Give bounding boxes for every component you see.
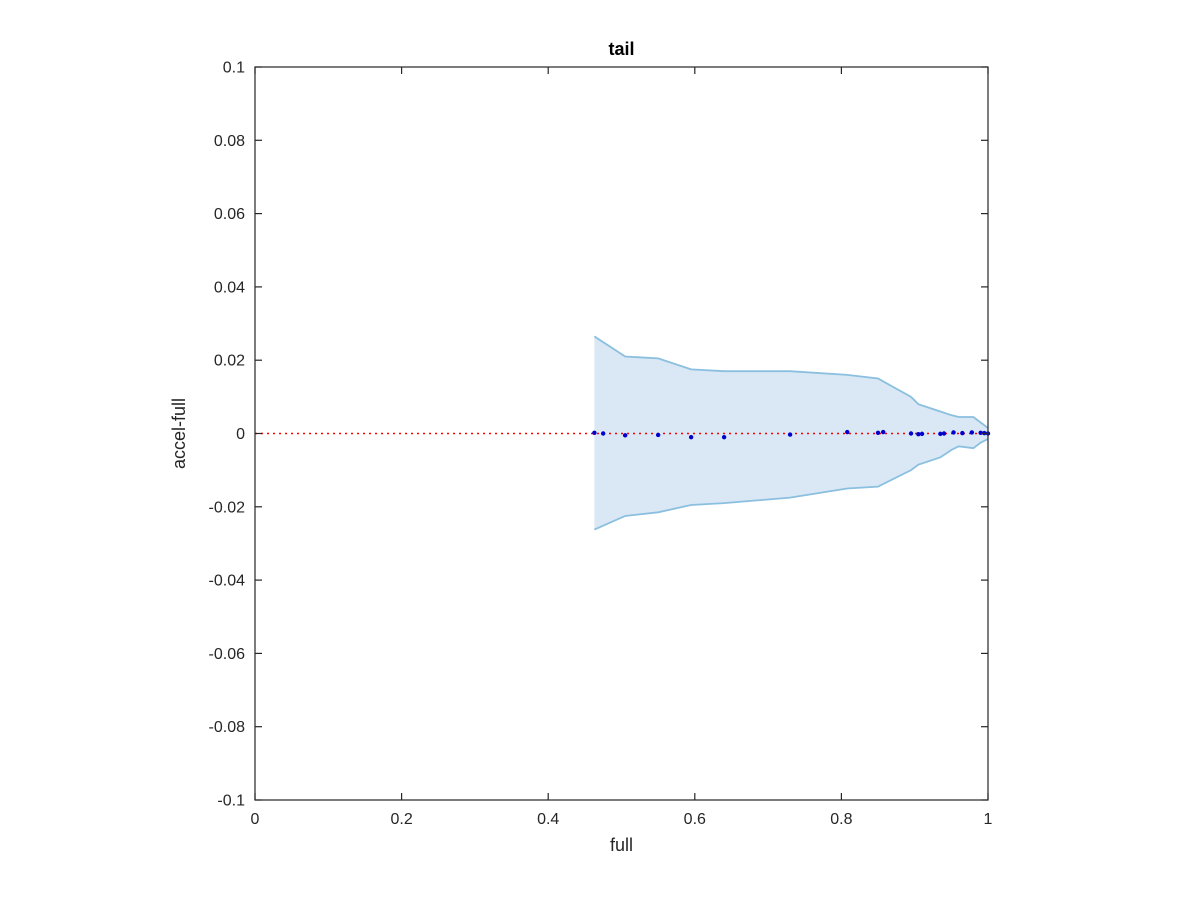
x-tick-label: 0.4 [537,811,559,828]
data-point [916,432,921,437]
data-point [941,431,947,436]
data-point [880,429,886,435]
y-axis-label: accel-full [169,398,189,469]
y-tick-label: -0.02 [209,499,246,516]
x-tick-label: 1 [984,811,993,828]
data-point [721,434,727,440]
y-tick-label: -0.08 [209,719,246,736]
y-axis-ticks: -0.1 -0.08 -0.06 -0.04 -0.02 0 0.02 0.04 0.06 0.0… [209,60,988,810]
data-point [787,432,793,437]
data-point [600,431,606,436]
y-tick-label: 0.04 [214,279,245,296]
data-point [688,434,694,440]
data-point [960,430,965,436]
data-point [845,429,850,435]
y-tick-label: 0.06 [214,206,245,223]
band-lower-edge [594,438,989,531]
y-tick-label: 0.08 [214,133,245,150]
y-tick-label: 0.1 [223,60,245,77]
data-point [592,430,597,435]
data-points [592,429,991,440]
band-upper-edge [593,335,989,429]
y-tick-label: -0.06 [209,646,246,663]
y-tick-label: -0.1 [217,793,245,810]
y-tick-label: -0.04 [209,573,246,590]
x-axis-label: full [610,835,633,855]
data-point [919,431,925,437]
data-point [908,431,914,436]
data-point [875,430,881,435]
x-axis-ticks: 0 0.2 0.4 0.6 0.8 1 [251,67,993,828]
data-point [951,430,956,435]
x-tick-label: 0 [251,811,260,828]
data-point [655,432,661,438]
y-tick-label: 0.02 [214,353,245,370]
data-point [969,430,975,435]
data-point [938,431,943,437]
x-tick-label: 0.8 [830,811,852,828]
x-tick-label: 0.2 [390,811,412,828]
x-tick-label: 0.6 [684,811,706,828]
data-point [622,433,628,438]
chart-title: tail [608,39,634,59]
y-tick-label: 0 [236,426,245,443]
